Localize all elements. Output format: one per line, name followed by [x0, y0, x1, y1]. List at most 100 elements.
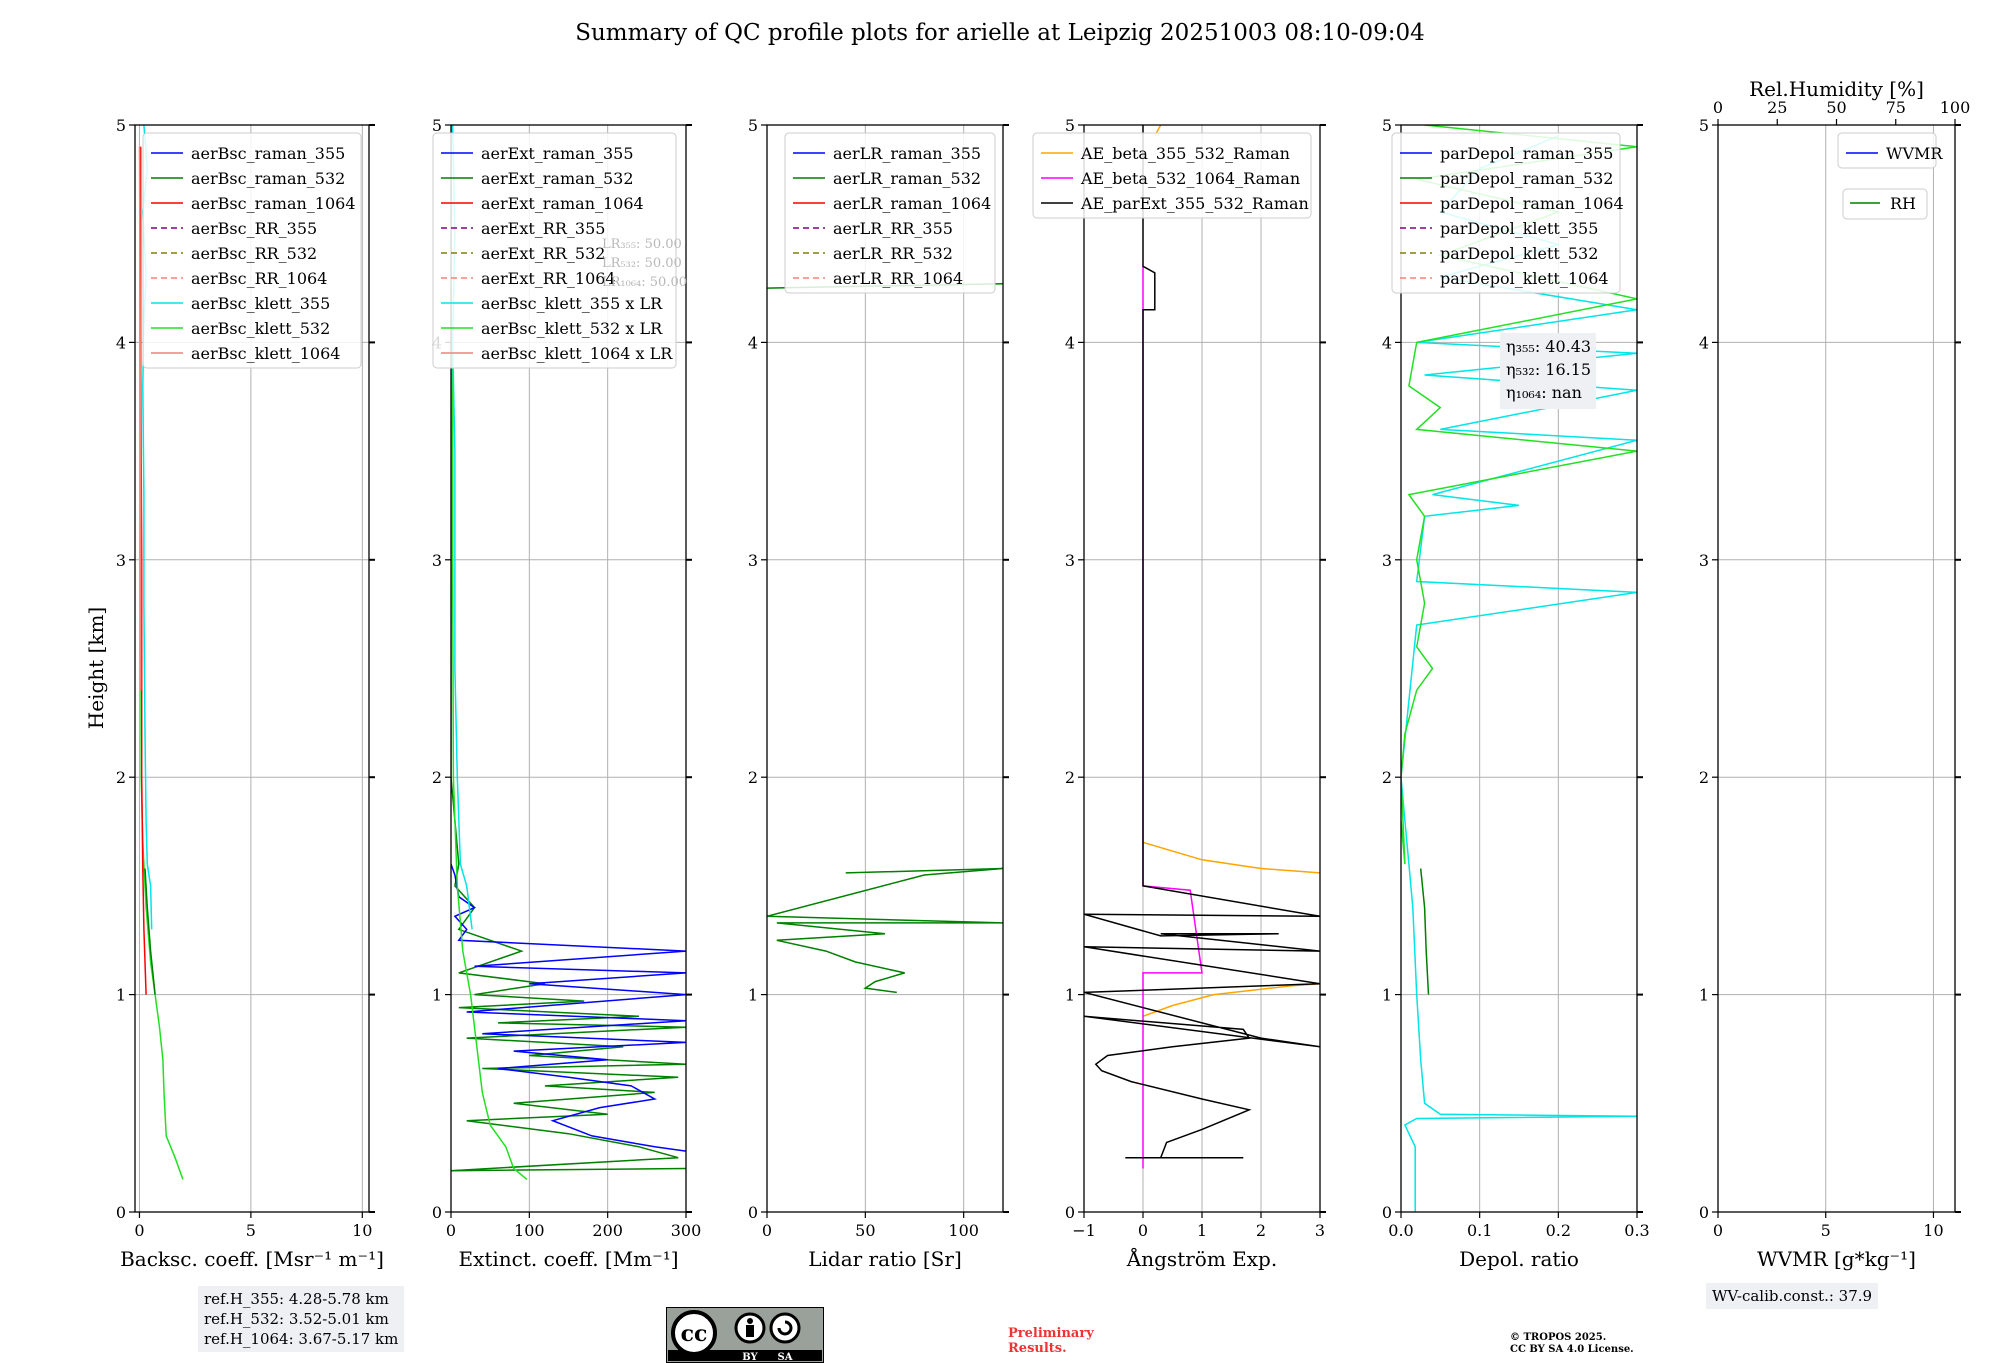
y-tick-label: 0 — [1382, 1203, 1392, 1222]
series-line-AE_beta_355_532_Raman_b — [1142, 841, 1320, 874]
legend: aerExt_raman_355 aerExt_raman_532 aerExt_r… — [432, 132, 677, 369]
y-tick-label: 1 — [748, 986, 758, 1005]
axes-frame — [766, 124, 1004, 1213]
eta-box — [1500, 333, 1596, 409]
y-tick-label: 0 — [1699, 1203, 1709, 1222]
y-tick-label: 1 — [1699, 986, 1709, 1005]
legend-entry: AE_parExt_355_532_Raman — [1080, 194, 1309, 213]
panel-2: 0100200300012345Extinct. coeff. [Mm⁻¹]ae… — [432, 116, 701, 1271]
legend: aerBsc_raman_355 aerBsc_raman_532 aerBsc_r… — [142, 132, 362, 369]
legend: aerLR_raman_355 aerLR_raman_532 aerLR_rama… — [784, 132, 996, 294]
legend-entry: parDepol_raman_1064 — [1440, 194, 1624, 213]
legend-entry: aerExt_raman_532 — [481, 169, 634, 188]
preliminary-line-1: Preliminary — [1008, 1326, 1094, 1341]
legend-entry: AE_beta_532_1064_Raman — [1080, 169, 1300, 188]
wv-calib-const: WV-calib.const.: 37.9 — [1712, 1287, 1873, 1305]
legend-entry: aerBsc_RR_532 — [191, 244, 317, 263]
legend-entry: aerExt_RR_532 — [481, 244, 605, 263]
copyright-note: © TROPOS 2025. CC BY SA 4.0 License. — [1510, 1332, 1634, 1356]
y-tick-label: 2 — [1699, 768, 1709, 787]
x-tick-label: 0.1 — [1467, 1221, 1492, 1240]
legend-box-rh — [1842, 188, 1928, 220]
y-tick-label: 5 — [432, 116, 442, 135]
legend-box — [142, 132, 362, 369]
y-tick-label: 5 — [748, 116, 758, 135]
y-tick-label: 0 — [432, 1203, 442, 1222]
legend-entry: parDepol_raman_532 — [1440, 169, 1613, 188]
y-tick-label: 1 — [1382, 986, 1392, 1005]
legend: parDepol_raman_355 parDepol_raman_532 parD… — [1391, 132, 1624, 294]
y-tick-label: 4 — [748, 333, 758, 352]
x-tick-label: 300 — [671, 1221, 702, 1240]
x-axis-label: Ångström Exp. — [1126, 1246, 1277, 1271]
legend-entry: aerBsc_RR_1064 — [191, 269, 327, 288]
x-tick-label: 200 — [592, 1221, 623, 1240]
legend-box — [1032, 132, 1312, 219]
series-line-parDepol_klett_355 — [1401, 135, 1637, 1212]
lr-label: LR₃₅₅: 50.00 — [602, 237, 682, 252]
legend-entry: aerLR_raman_355 — [833, 144, 981, 163]
y-tick-label: 4 — [116, 333, 126, 352]
cc-by-sa-license-icon: cc BY SA — [666, 1307, 824, 1363]
legend-entry: aerExt_RR_355 — [481, 219, 605, 238]
y-tick-label: 2 — [116, 768, 126, 787]
y-tick-label: 3 — [116, 551, 126, 570]
x-axis-label: Lidar ratio [Sr] — [808, 1247, 962, 1271]
series-line-aerLR_raman_532 — [767, 867, 1003, 994]
y-tick-label: 3 — [432, 551, 442, 570]
refh-532: ref.H_532: 3.52-5.01 km — [204, 1310, 389, 1328]
y-tick-label: 0 — [1065, 1203, 1075, 1222]
lr-label: LR₁₀₆₄: 50.00 — [602, 275, 687, 290]
x-tick-label: 0 — [1138, 1221, 1148, 1240]
legend-entry: aerBsc_raman_355 — [191, 144, 345, 163]
legend-entry: parDepol_klett_532 — [1440, 244, 1598, 263]
legend-entry: aerLR_RR_355 — [833, 219, 953, 238]
legend-entry: aerExt_RR_1064 — [481, 269, 616, 288]
y-tick-label: 2 — [1382, 768, 1392, 787]
legend-entry: aerLR_raman_532 — [833, 169, 981, 188]
y-tick-label: 3 — [748, 551, 758, 570]
series-line-aerBsc_RR_1064 — [138, 146, 142, 691]
y-tick-label: 5 — [116, 116, 126, 135]
y-tick-label: 2 — [748, 768, 758, 787]
legend-entry-rh: RH — [1890, 194, 1916, 213]
legend-entry: aerBsc_raman_532 — [191, 169, 345, 188]
x-axis-label: Extinct. coeff. [Mm⁻¹] — [458, 1247, 678, 1271]
legend-entry: parDepol_raman_355 — [1440, 144, 1613, 163]
y-axis-label: Height [km] — [84, 607, 108, 729]
legend-box — [784, 132, 996, 294]
x-tick-label: 0 — [134, 1221, 144, 1240]
x-tick-label: 1 — [1197, 1221, 1207, 1240]
legend-box — [1391, 132, 1621, 294]
legend-entry: aerBsc_klett_1064 x LR — [481, 344, 673, 363]
x-tick-label: 0 — [762, 1221, 772, 1240]
series-line-aerBsc_raman_532 — [144, 868, 156, 995]
legend-entry: aerBsc_raman_1064 — [191, 194, 356, 213]
series-line-aerExt_raman_355 — [451, 863, 686, 1152]
y-tick-label: 3 — [1065, 551, 1075, 570]
top-x-tick-label: 50 — [1826, 98, 1846, 117]
legend: WVMR RH — [1837, 132, 1943, 220]
top-x-tick-label: 25 — [1767, 98, 1787, 117]
x-tick-label: 10 — [1923, 1221, 1943, 1240]
refh-1064: ref.H_1064: 3.67-5.17 km — [204, 1330, 399, 1348]
y-tick-label: 4 — [1699, 333, 1709, 352]
series-group — [1084, 125, 1320, 1169]
lr-label: LR₅₃₂: 50.00 — [602, 256, 682, 271]
refh-355: ref.H_355: 4.28-5.78 km — [204, 1290, 389, 1308]
legend-entry: aerBsc_RR_355 — [191, 219, 317, 238]
x-tick-label: 0.3 — [1624, 1221, 1649, 1240]
legend-entry: aerLR_RR_1064 — [833, 269, 963, 288]
y-tick-label: 1 — [116, 986, 126, 1005]
y-tick-label: 1 — [1065, 986, 1075, 1005]
legend-entry: aerBsc_klett_532 — [191, 319, 330, 338]
x-tick-label: 10 — [352, 1221, 372, 1240]
x-tick-label: 0 — [1713, 1221, 1723, 1240]
legend-entry: AE_beta_355_532_Raman — [1080, 144, 1290, 163]
y-tick-label: 1 — [432, 986, 442, 1005]
y-tick-label: 5 — [1382, 116, 1392, 135]
legend-entry: WVMR — [1886, 144, 1943, 163]
axes-frame — [134, 124, 370, 1213]
